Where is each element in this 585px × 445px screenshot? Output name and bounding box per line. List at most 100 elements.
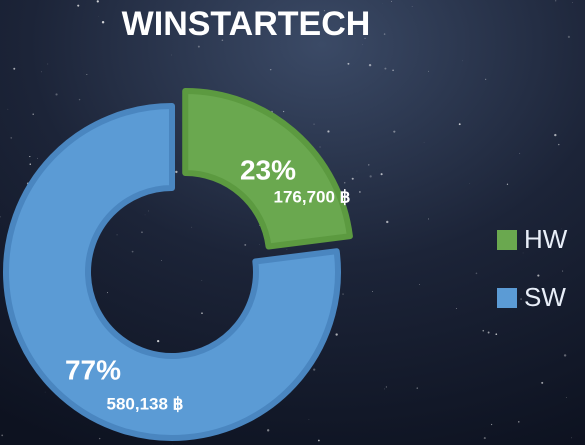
star — [475, 272, 478, 275]
star — [98, 437, 101, 440]
star — [380, 173, 383, 176]
star — [418, 283, 420, 285]
value-label: 77% — [65, 354, 121, 385]
star — [506, 183, 509, 185]
star — [469, 183, 470, 184]
star — [171, 54, 172, 56]
star — [141, 231, 143, 234]
star — [313, 368, 316, 371]
star — [458, 123, 461, 126]
star — [522, 252, 524, 254]
star — [487, 331, 490, 334]
star — [47, 63, 49, 65]
star — [44, 391, 46, 393]
star — [144, 214, 146, 216]
star — [29, 163, 31, 165]
star — [335, 333, 338, 336]
star — [157, 340, 160, 343]
star — [383, 33, 386, 35]
star — [356, 170, 358, 172]
star — [385, 386, 387, 388]
value-label: 23% — [240, 154, 296, 185]
star — [554, 133, 557, 137]
star — [10, 136, 13, 139]
star — [267, 429, 270, 432]
donut-segment — [3, 103, 341, 441]
star — [244, 243, 247, 246]
star — [362, 43, 363, 45]
star — [455, 307, 457, 309]
star — [161, 260, 163, 261]
star — [40, 71, 42, 73]
star — [86, 73, 88, 75]
star — [327, 130, 330, 133]
star — [282, 110, 285, 113]
star — [369, 175, 372, 178]
chart-title: WINSTARTECH — [122, 5, 371, 43]
star — [558, 143, 560, 146]
star — [368, 63, 372, 67]
star — [490, 423, 493, 426]
star — [571, 437, 573, 439]
star — [101, 21, 105, 24]
star — [221, 39, 224, 42]
amount-label: 580,138 ฿ — [107, 394, 184, 413]
star — [308, 419, 310, 420]
star — [359, 191, 361, 193]
star — [462, 60, 463, 62]
star — [197, 45, 200, 48]
star — [96, 0, 99, 3]
star — [537, 274, 540, 277]
legend-swatch — [497, 230, 517, 250]
star — [29, 155, 31, 158]
star — [384, 67, 387, 70]
star — [344, 182, 346, 184]
star — [37, 157, 38, 159]
star — [201, 280, 203, 281]
star — [351, 177, 354, 180]
star — [384, 388, 386, 390]
star — [485, 78, 487, 80]
star — [148, 210, 149, 212]
star — [495, 333, 498, 336]
star — [562, 270, 564, 272]
star — [519, 152, 521, 154]
legend-swatch — [497, 288, 517, 308]
star — [286, 249, 288, 250]
star — [342, 293, 344, 295]
star — [518, 421, 520, 423]
star — [416, 387, 418, 389]
star — [428, 218, 429, 220]
star — [567, 35, 570, 39]
star — [555, 0, 557, 2]
star — [191, 226, 193, 228]
star — [319, 146, 321, 148]
star — [541, 381, 544, 384]
star — [563, 354, 567, 357]
star — [7, 108, 9, 110]
star — [391, 0, 392, 2]
star — [347, 62, 350, 65]
amount-label: 176,700 ฿ — [274, 187, 351, 206]
star — [572, 1, 574, 3]
star — [131, 250, 134, 253]
star — [565, 397, 567, 399]
star — [269, 68, 272, 71]
star — [107, 292, 109, 294]
star — [193, 11, 194, 13]
star — [393, 130, 396, 133]
legend-label: SW — [524, 282, 566, 312]
star — [0, 216, 1, 218]
donut-segment — [182, 87, 353, 250]
star — [520, 298, 522, 300]
legend-label: HW — [524, 224, 568, 254]
star — [392, 69, 394, 72]
star — [258, 225, 260, 226]
star — [175, 170, 178, 174]
star — [372, 291, 374, 292]
star — [98, 16, 99, 17]
star — [428, 70, 430, 72]
star — [116, 234, 118, 236]
star — [78, 98, 81, 101]
